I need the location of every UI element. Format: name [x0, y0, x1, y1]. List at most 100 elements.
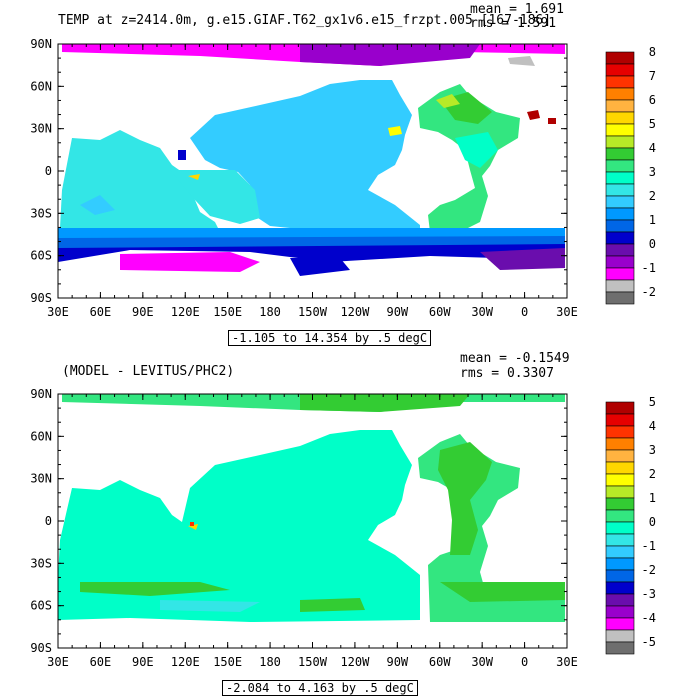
- colorbar-label: 1: [649, 213, 656, 227]
- atlantic2-green: [438, 442, 492, 555]
- panel2-y-labels: 90N 60N 30N 0 30S 60S 90S: [30, 387, 52, 655]
- panel2-y-ticks: [58, 393, 567, 649]
- x-tick-label: 60W: [429, 305, 451, 319]
- x-tick-label: 180: [259, 305, 281, 319]
- colorbar-swatch: [605, 413, 635, 427]
- yellow-spot: [388, 126, 402, 136]
- x-tick-label: 30E: [47, 305, 69, 319]
- colorbar-swatch: [605, 581, 635, 595]
- colorbar-label: 5: [649, 395, 656, 409]
- southern-band-4: [120, 252, 260, 272]
- panel1-rms: rms = 1.591: [470, 16, 557, 31]
- red-spot-2: [190, 522, 194, 526]
- southern-band-3: [58, 244, 565, 262]
- panel2-mean: mean = -0.1549: [460, 351, 570, 366]
- panel1-x-ticks: [57, 44, 568, 298]
- arctic-grey: [508, 56, 535, 66]
- colorbar-swatch: [605, 593, 635, 607]
- colorbar-swatch: [605, 521, 635, 535]
- x-tick-label: 30E: [47, 655, 69, 669]
- panel1-x-labels: 30E 60E 90E 120E 150E 180 150W 120W 90W 60W 30W 0 30…: [47, 305, 578, 319]
- x-tick-label: 90E: [132, 305, 154, 319]
- colorbar-swatch: [605, 461, 635, 475]
- x-tick-label: 30W: [471, 655, 493, 669]
- colorbar-swatch: [605, 111, 635, 125]
- panel1-y-labels: 90N 60N 30N 0 30S 60S 90S: [30, 37, 52, 305]
- southern-band-6: [290, 258, 350, 276]
- y-tick-label: 90S: [30, 291, 52, 305]
- panel1-y-ticks: [58, 43, 567, 299]
- panel2-map: 30E 60E 90E 120E 150E 180 150W 120W 90W 60W 30W 0 30…: [30, 387, 656, 669]
- colorbar-swatch: [605, 629, 635, 643]
- y-tick-label: 90N: [30, 387, 52, 401]
- x-tick-label: 90E: [132, 655, 154, 669]
- colorbar-swatch: [605, 605, 635, 619]
- colorbar-label: -2: [642, 285, 656, 299]
- x-tick-label: 120E: [171, 655, 200, 669]
- panel1-mean: mean = 1.691: [470, 2, 564, 17]
- y-tick-label: 60N: [30, 79, 52, 93]
- x-tick-label: 30E: [556, 655, 578, 669]
- panel1-colorbar: 8 7 6 5 4 3 2 1 0 -1 -2: [605, 45, 656, 305]
- red-spots: [527, 110, 556, 124]
- yellow-spot-2: [188, 174, 200, 180]
- colorbar-swatch: [605, 437, 635, 451]
- southern2-band-2: [300, 598, 365, 612]
- x-tick-label: 90W: [386, 305, 408, 319]
- colorbar-swatch: [605, 255, 635, 269]
- colorbar-label: 8: [649, 45, 656, 59]
- colorbar-label: -1: [642, 539, 656, 553]
- x-tick-label: 150E: [213, 655, 242, 669]
- y-tick-label: 30S: [30, 556, 52, 570]
- y-tick-label: 60S: [30, 599, 52, 613]
- southern2-band-4: [160, 600, 260, 612]
- colorbar-swatch: [605, 195, 635, 209]
- colorbar-label: 3: [649, 165, 656, 179]
- x-tick-label: 30W: [471, 305, 493, 319]
- panel1-ocean-fields: [58, 44, 565, 276]
- x-tick-label: 120E: [171, 305, 200, 319]
- colorbar-swatch: [605, 75, 635, 89]
- panel1-frame-group: [57, 43, 568, 299]
- x-tick-label: 150W: [298, 655, 328, 669]
- colorbar-label: 2: [649, 467, 656, 481]
- southern-band-5: [480, 248, 565, 270]
- y-tick-label: 30S: [30, 206, 52, 220]
- colorbar-label: 0: [649, 515, 656, 529]
- colorbar-label: 0: [649, 237, 656, 251]
- colorbar-swatch: [605, 123, 635, 137]
- x-tick-label: 150W: [298, 305, 328, 319]
- x-tick-label: 60W: [429, 655, 451, 669]
- pacific-field: [190, 80, 420, 235]
- x-tick-label: 30E: [556, 305, 578, 319]
- colorbar-label: -5: [642, 635, 656, 649]
- colorbar-swatch: [605, 425, 635, 439]
- colorbar-swatch: [605, 243, 635, 257]
- colorbar-label: 5: [649, 117, 656, 131]
- panel2-x-ticks: [57, 394, 568, 648]
- colorbar-swatch: [605, 557, 635, 571]
- x-tick-label: 150E: [213, 305, 242, 319]
- panel2-range: -2.084 to 4.163 by .5 degC: [222, 680, 418, 696]
- colorbar-swatch: [605, 509, 635, 523]
- panel2-x-labels: 30E 60E 90E 120E 150E 180 150W 120W 90W 60W 30W 0 30…: [47, 655, 578, 669]
- x-tick-label: 60E: [90, 655, 112, 669]
- colorbar-swatch: [605, 219, 635, 233]
- y-tick-label: 60N: [30, 429, 52, 443]
- colorbar-swatch: [605, 641, 635, 655]
- colorbar-label: 6: [649, 93, 656, 107]
- colorbar-swatch: [605, 135, 635, 149]
- colorbar-label: 2: [649, 189, 656, 203]
- colorbar-label: 7: [649, 69, 656, 83]
- colorbar-swatch: [605, 485, 635, 499]
- colorbar-label: -2: [642, 563, 656, 577]
- y-tick-label: 30N: [30, 472, 52, 486]
- x-tick-label: 90W: [386, 655, 408, 669]
- colorbar-swatch: [605, 159, 635, 173]
- colorbar-swatch: [605, 401, 635, 415]
- blue-spot: [178, 150, 186, 160]
- colorbar-swatch: [605, 99, 635, 113]
- colorbar-swatch: [605, 497, 635, 511]
- colorbar-swatch: [605, 231, 635, 245]
- pacific2-field: [58, 430, 420, 622]
